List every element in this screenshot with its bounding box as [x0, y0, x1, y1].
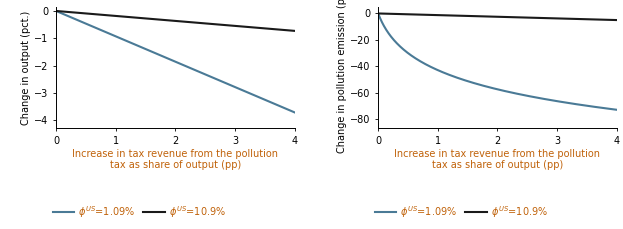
X-axis label: Increase in tax revenue from the pollution
tax as share of output (pp): Increase in tax revenue from the polluti… [394, 149, 601, 170]
Y-axis label: Change in output (pct.): Change in output (pct.) [21, 11, 31, 125]
X-axis label: Increase in tax revenue from the pollution
tax as share of output (pp): Increase in tax revenue from the polluti… [72, 149, 278, 170]
Legend: $\phi^{US}$=1.09%, $\phi^{US}$=10.9%: $\phi^{US}$=1.09%, $\phi^{US}$=10.9% [371, 200, 552, 224]
Legend: $\phi^{US}$=1.09%, $\phi^{US}$=10.9%: $\phi^{US}$=1.09%, $\phi^{US}$=10.9% [49, 200, 230, 224]
Y-axis label: Change in pollution emission (pct.): Change in pollution emission (pct.) [337, 0, 347, 153]
